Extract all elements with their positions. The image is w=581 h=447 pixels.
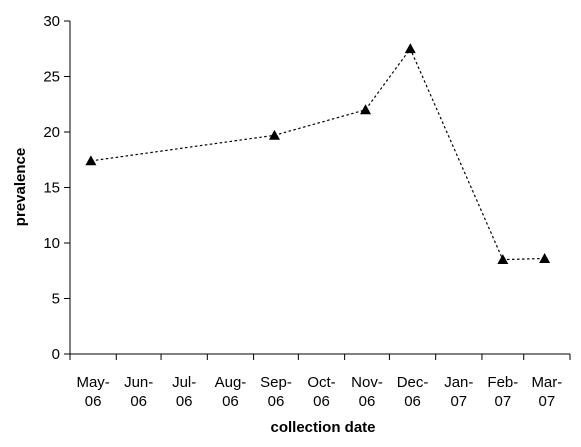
x-tick-label: Jan-07 (444, 374, 473, 410)
y-tick-label: 20 (43, 124, 60, 141)
y-tick-label: 15 (43, 180, 60, 197)
y-axis-title: prevalence (12, 148, 29, 226)
x-tick-label: Jul-06 (172, 374, 196, 410)
x-tick-label: Nov-06 (351, 374, 383, 410)
y-tick-label: 5 (52, 291, 60, 308)
x-tick-label: Aug-06 (215, 374, 247, 410)
x-tick-label: Dec-06 (397, 374, 429, 410)
x-tick-label: May-06 (76, 374, 109, 410)
data-point-marker (268, 129, 280, 140)
x-tick-label: Oct-06 (307, 374, 335, 410)
data-point-marker (404, 43, 416, 54)
data-point-marker (85, 155, 97, 166)
y-tick-label: 30 (43, 13, 60, 30)
series-line (90, 47, 545, 261)
y-tick-label: 25 (43, 69, 60, 86)
x-tick-label: Jun-06 (124, 374, 153, 410)
y-tick-label: 0 (52, 346, 60, 363)
x-axis-title: collection date (270, 419, 375, 436)
tick-labels: 0 5 10 15 20 25 30 May-06 Jun-06 Jul-06 Aug-06 Sep-… (43, 13, 562, 410)
x-tick-label: Feb-07 (487, 374, 518, 410)
data-point-marker (497, 254, 509, 265)
y-tick-label: 10 (43, 235, 60, 252)
x-tick-label: Sep-06 (260, 374, 292, 410)
series-layer (85, 43, 551, 265)
data-point-marker (360, 104, 372, 115)
axes (64, 20, 571, 360)
x-tick-label: Mar-07 (531, 374, 562, 410)
data-point-marker (539, 253, 551, 263)
